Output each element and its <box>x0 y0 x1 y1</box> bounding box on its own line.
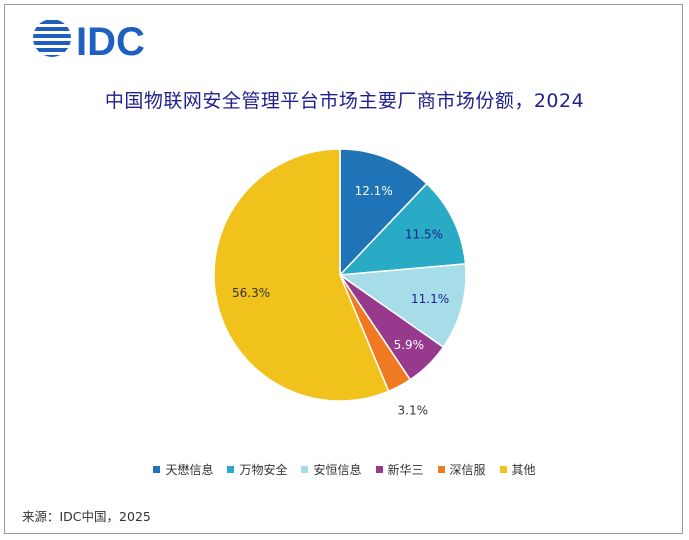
pie-slice-0 <box>339 148 428 277</box>
legend-swatch <box>437 466 445 473</box>
globe-icon <box>33 20 71 57</box>
logo-text: IDC <box>76 20 145 62</box>
legend-label: 新华三 <box>387 463 424 477</box>
idc-logo: IDC <box>33 20 145 62</box>
chart-legend: 天懋信息 万物安全 安恒信息 新华三 深信服 其他 <box>0 461 689 478</box>
legend-item-2: 安恒信息 <box>301 461 362 478</box>
pie-slice-5 <box>213 148 390 402</box>
legend-swatch <box>499 466 507 473</box>
legend-swatch <box>375 466 383 473</box>
legend-label: 深信服 <box>449 463 486 477</box>
legend-swatch <box>301 466 309 473</box>
legend-item-1: 万物安全 <box>227 461 287 478</box>
slice-label-4: 3.1% <box>398 403 429 417</box>
legend-item-0: 天懋信息 <box>153 461 213 478</box>
legend-label: 其他 <box>511 463 536 477</box>
slice-label-5: 56.3% <box>232 286 270 300</box>
pie-slice-2 <box>337 263 467 349</box>
legend-swatch <box>227 466 235 473</box>
slice-label-0: 12.1% <box>355 184 393 198</box>
legend-label: 万物安全 <box>239 463 288 477</box>
pie-slice-1 <box>338 182 467 276</box>
legend-item-4: 深信服 <box>437 461 486 478</box>
chart-title: 中国物联网安全管理平台市场主要厂商市场份额，2024 <box>104 90 585 112</box>
slice-label-2: 11.1% <box>411 292 449 306</box>
legend-label: 安恒信息 <box>313 463 362 477</box>
legend-label: 天懋信息 <box>165 463 214 477</box>
slice-label-1: 11.5% <box>405 228 443 242</box>
legend-item-3: 新华三 <box>375 461 424 478</box>
legend-item-5: 其他 <box>499 461 536 478</box>
legend-swatch <box>153 466 161 473</box>
slice-label-3: 5.9% <box>394 338 425 352</box>
source-note: 来源：IDC中国，2025 <box>22 509 151 524</box>
